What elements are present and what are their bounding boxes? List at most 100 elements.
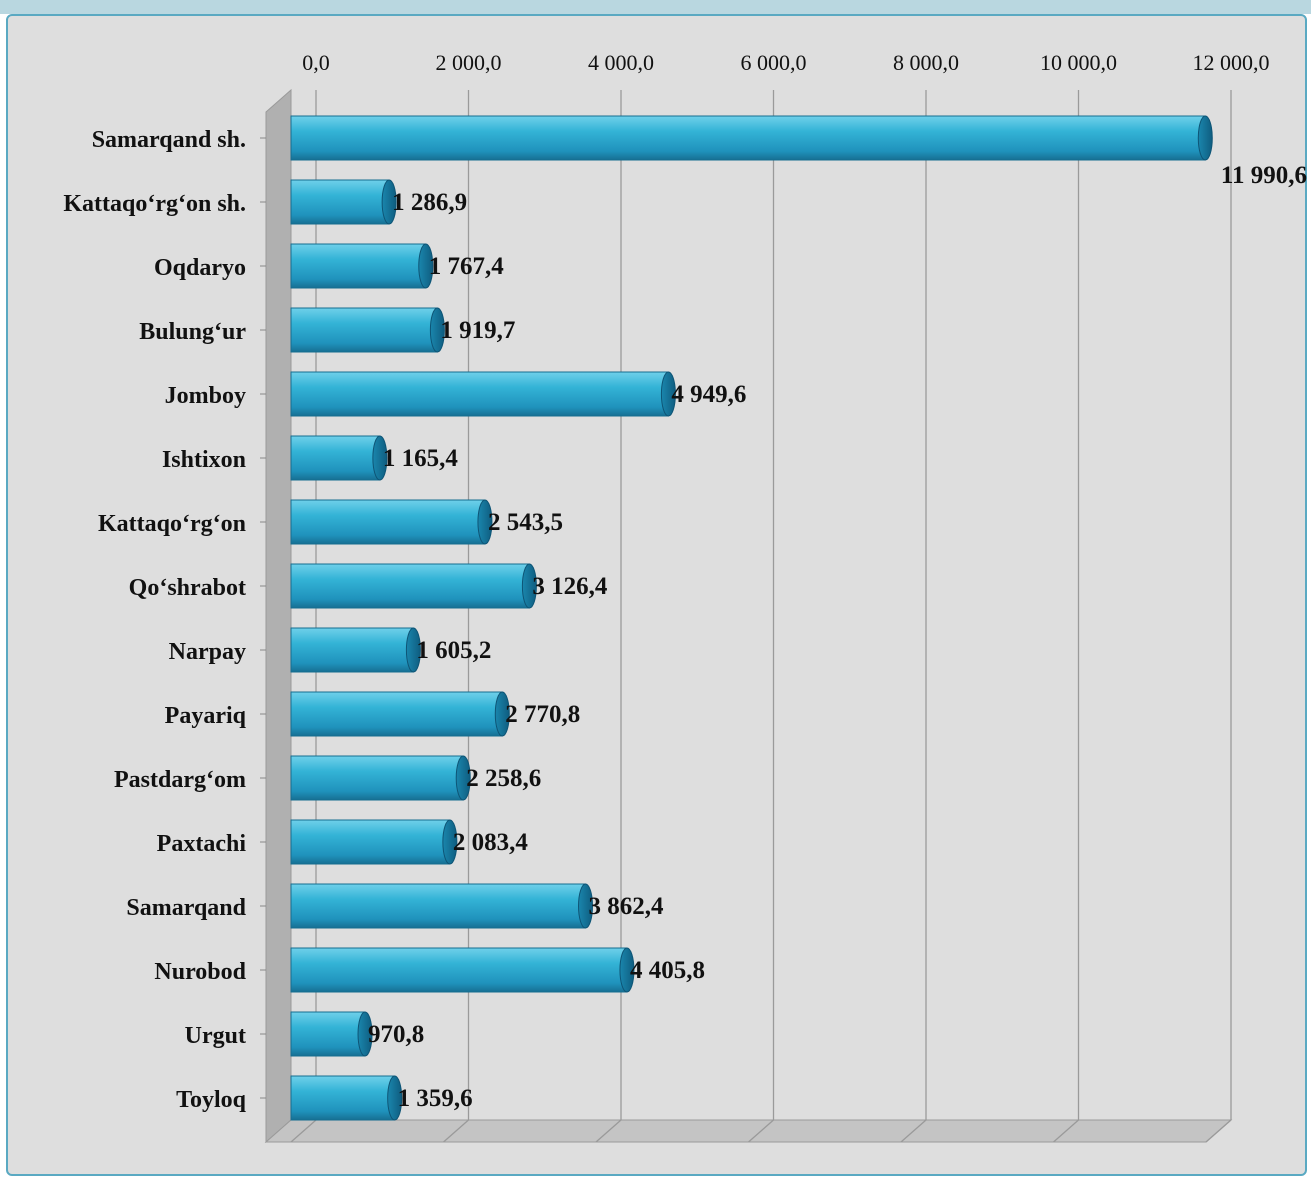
bar-cap [619, 947, 635, 993]
bar-cap [578, 883, 594, 929]
value-label: 3 126,4 [532, 573, 608, 600]
gridline-floor [900, 1119, 927, 1143]
bar-cap [1197, 115, 1213, 161]
bar-body [290, 883, 587, 929]
bar-body [290, 947, 628, 993]
category-label: Jomboy [165, 383, 246, 409]
bar [290, 1075, 403, 1121]
gridline-floor [595, 1119, 622, 1143]
bar-body [290, 691, 503, 737]
bar-cap [521, 563, 537, 609]
category-label: Samarqand sh. [92, 127, 246, 153]
category-label: Urgut [185, 1023, 246, 1049]
value-label: 2 083,4 [453, 829, 529, 856]
bars [290, 115, 1213, 1121]
category-label: Toyloq [176, 1087, 246, 1113]
bar-cap [372, 435, 388, 481]
gridline-floor [290, 1119, 317, 1143]
value-label: 4 405,8 [630, 957, 705, 984]
bar-body [290, 755, 464, 801]
bar-cap [357, 1011, 373, 1057]
category-label: Bulung‘ur [139, 319, 246, 345]
plot-panel [6, 14, 1307, 1176]
category-label: Kattaqo‘rg‘on [98, 511, 246, 537]
bar-body [290, 1011, 366, 1057]
bar-cap [477, 499, 493, 545]
category-label: Paxtachi [157, 831, 247, 857]
bar [290, 435, 388, 481]
bar [290, 371, 676, 417]
x-tick-label: 0,0 [302, 50, 330, 75]
left-wall [265, 88, 292, 1144]
bar-body [290, 1075, 396, 1121]
bar-body [290, 627, 414, 673]
category-label: Qo‘shrabot [129, 575, 246, 601]
x-tick-label: 12 000,0 [1193, 50, 1270, 75]
value-label: 1 165,4 [383, 445, 459, 472]
value-label: 2 543,5 [488, 509, 563, 536]
value-label: 970,8 [368, 1021, 424, 1048]
bar [290, 179, 397, 225]
x-tick-label: 2 000,0 [436, 50, 502, 75]
bar-body [290, 115, 1206, 161]
category-label: Nurobod [154, 959, 246, 985]
x-tick-label: 6 000,0 [741, 50, 807, 75]
value-label: 11 990,6 [1221, 162, 1307, 189]
gridline-floor [748, 1119, 774, 1143]
x-tick-label: 8 000,0 [893, 50, 959, 75]
bar [290, 819, 458, 865]
bar-cap [381, 179, 397, 225]
category-label: Ishtixon [162, 447, 246, 473]
category-label: Kattaqo‘rg‘on sh. [63, 191, 246, 217]
value-label: 1 286,9 [392, 189, 467, 216]
bar-cap [660, 371, 676, 417]
plot-walls [260, 88, 1233, 1144]
bar-body [290, 371, 669, 417]
value-label: 4 949,6 [671, 381, 746, 408]
bar-body [290, 563, 530, 609]
bar-body [290, 499, 486, 545]
bar-body [290, 243, 427, 289]
bar-cap [442, 819, 458, 865]
bar [290, 243, 434, 289]
value-label: 3 862,4 [589, 893, 665, 920]
gridline-floor [443, 1119, 469, 1143]
value-label: 2 258,6 [466, 765, 541, 792]
bar [290, 1011, 373, 1057]
bar-cap [387, 1075, 403, 1121]
bar [290, 691, 510, 737]
category-label: Payariq [165, 703, 247, 729]
bar [290, 563, 537, 609]
category-label: Oqdaryo [154, 255, 246, 281]
value-label: 1 767,4 [429, 253, 505, 280]
value-labels: 11 990,6 1 286,9 1 767,4 1 919,7 4 949,6 1 16… [368, 162, 1307, 1112]
x-tick-label: 4 000,0 [588, 50, 654, 75]
floor [264, 1119, 1233, 1143]
value-label: 1 605,2 [416, 637, 491, 664]
gridline-floor [1053, 1119, 1079, 1143]
bar-cap [455, 755, 471, 801]
bar-body [290, 179, 390, 225]
value-label: 1 919,7 [440, 317, 515, 344]
bar [290, 755, 471, 801]
category-labels: Samarqand sh. Kattaqo‘rg‘on sh. Oqdaryo Bul… [63, 127, 246, 1113]
bar-cap [405, 627, 421, 673]
bar-cap [429, 307, 445, 353]
bar-body [290, 307, 438, 353]
bar-body [290, 435, 381, 481]
bar [290, 883, 594, 929]
category-label: Samarqand [126, 895, 246, 921]
x-tick-label: 10 000,0 [1040, 50, 1117, 75]
bar-cap [418, 243, 434, 289]
value-label: 1 359,6 [398, 1085, 473, 1112]
bar [290, 627, 421, 673]
value-label: 2 770,8 [505, 701, 580, 728]
bar-body [290, 819, 451, 865]
bar [290, 499, 493, 545]
x-axis-ticks: 0,0 2 000,0 4 000,0 6 000,0 8 000,0 10 000,0 1… [302, 50, 1269, 75]
bar [290, 115, 1213, 161]
category-label: Narpay [169, 639, 246, 665]
gridline-floor [1205, 1119, 1232, 1143]
